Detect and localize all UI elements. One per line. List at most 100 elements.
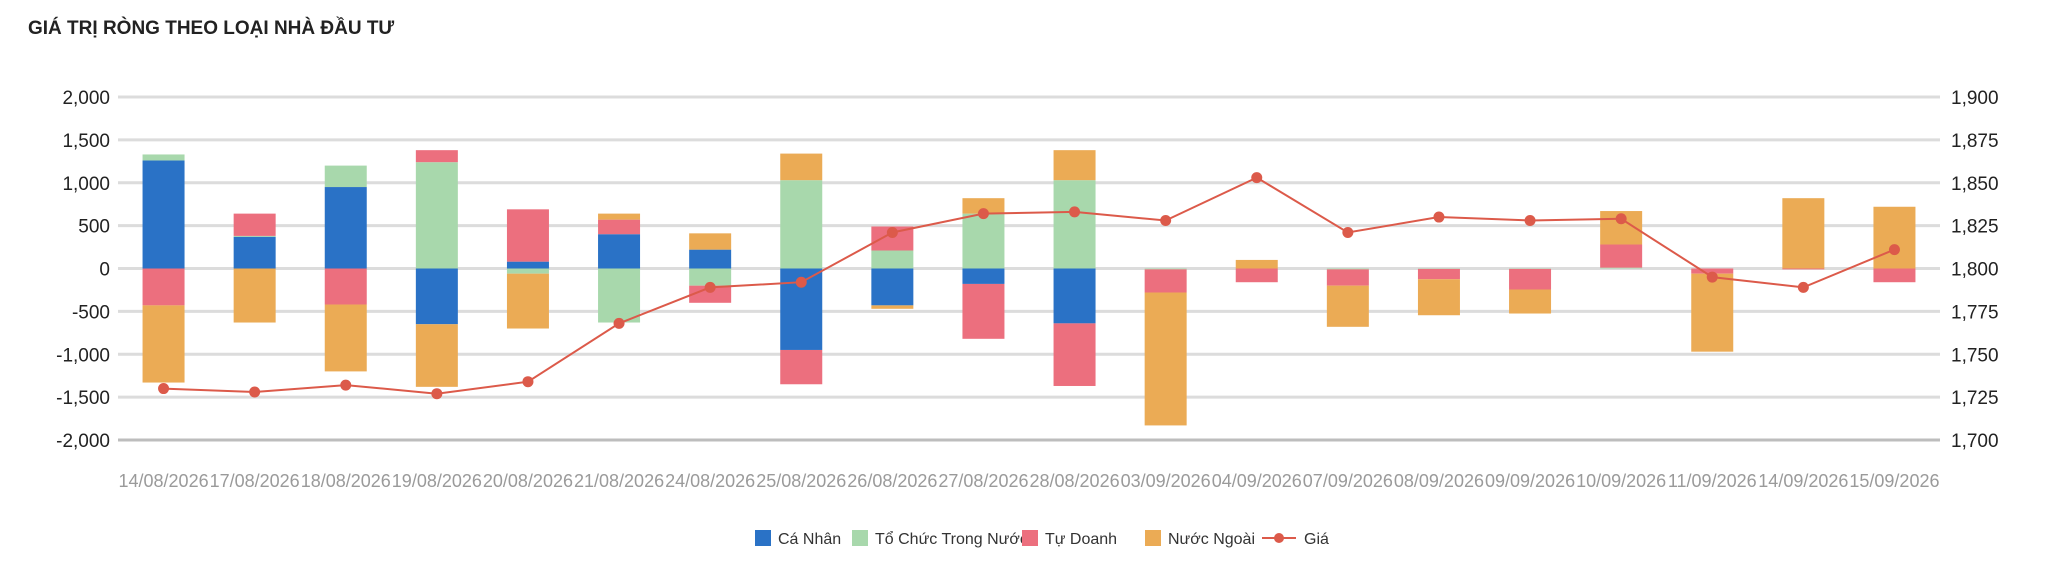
y-left-tick-label: -2,000 <box>56 431 110 452</box>
x-tick-label: 14/08/2026 <box>119 471 209 491</box>
bar-segment <box>598 234 641 269</box>
bar-segment <box>1144 269 1187 293</box>
y-left-tick-label: -500 <box>72 302 110 323</box>
bar-segment <box>780 180 823 269</box>
bar-segment <box>1326 285 1369 327</box>
price-point <box>1706 271 1718 283</box>
bar-segment <box>598 268 641 323</box>
chart-title: GIÁ TRỊ RÒNG THEO LOẠI NHÀ ĐẦU TƯ <box>28 18 395 39</box>
bar-segment <box>142 154 185 161</box>
bar-segment <box>1053 150 1096 181</box>
bar-segment <box>1417 268 1460 280</box>
price-point <box>1251 172 1263 184</box>
bar-series <box>142 150 1916 426</box>
y-right-tick-label: 1,825 <box>1951 217 1999 238</box>
bar-segment <box>233 213 276 236</box>
y-right-tick-label: 1,900 <box>1951 88 1999 109</box>
x-axis: 14/08/2026 17/08/2026 18/08/2026 19/08/2026… <box>119 471 1940 491</box>
bar-segment <box>689 285 732 303</box>
legend-swatch <box>852 530 868 546</box>
bar-segment <box>506 273 549 329</box>
bar-segment <box>233 236 276 269</box>
x-tick-label: 03/09/2026 <box>1121 471 1211 491</box>
y-left-tick-label: -1,500 <box>56 388 110 409</box>
bar-segment <box>1782 198 1825 269</box>
bar-segment <box>871 268 914 306</box>
y-right-tick-label: 1,875 <box>1951 131 1999 152</box>
bar-segment <box>1053 180 1096 269</box>
bar-segment <box>1600 244 1643 268</box>
y-right-tick-label: 1,775 <box>1951 302 1999 323</box>
left-axis: -2,000 -1,500 -1,000 -500 0 500 1,000 1,500 2,00… <box>56 88 110 452</box>
bar-segment <box>1691 273 1734 352</box>
y-right-tick-label: 1,700 <box>1951 431 1999 452</box>
x-tick-label: 21/08/2026 <box>574 471 664 491</box>
y-right-tick-label: 1,750 <box>1951 345 1999 366</box>
bar-segment <box>962 198 1005 214</box>
bar-segment <box>415 150 458 163</box>
bar-segment <box>689 268 732 286</box>
price-point <box>1615 213 1627 225</box>
bar-segment <box>780 153 823 181</box>
price-point <box>431 388 443 400</box>
x-tick-label: 09/09/2026 <box>1485 471 1575 491</box>
price-point <box>249 386 261 398</box>
legend-swatch <box>1022 530 1038 546</box>
price-point <box>1888 244 1900 256</box>
bar-segment <box>415 324 458 387</box>
bar-segment <box>1873 268 1916 283</box>
bar-segment <box>689 233 732 250</box>
price-point <box>1524 214 1536 226</box>
bar-segment <box>598 219 641 235</box>
x-tick-label: 24/08/2026 <box>665 471 755 491</box>
x-tick-label: 19/08/2026 <box>392 471 482 491</box>
legend-label: Nước Ngoài <box>1168 531 1255 548</box>
bar-segment <box>324 187 367 269</box>
bar-segment <box>324 304 367 372</box>
bar-segment <box>598 213 641 220</box>
bar-segment <box>871 305 914 309</box>
price-point <box>704 281 716 293</box>
bar-segment <box>1782 268 1825 270</box>
price-point <box>977 208 989 220</box>
x-tick-label: 17/08/2026 <box>210 471 300 491</box>
price-line-series <box>158 172 1900 400</box>
bar-segment <box>233 235 276 237</box>
bar-segment <box>506 209 549 262</box>
x-tick-label: 04/09/2026 <box>1212 471 1302 491</box>
bar-segment <box>1053 268 1096 324</box>
bar-segment <box>324 165 367 188</box>
x-tick-label: 15/09/2026 <box>1849 471 1939 491</box>
bar-segment <box>1235 259 1278 269</box>
x-tick-label: 07/09/2026 <box>1303 471 1393 491</box>
legend-swatch <box>1145 530 1161 546</box>
x-tick-label: 28/08/2026 <box>1030 471 1120 491</box>
bar-segment <box>1691 268 1734 274</box>
bar-segment <box>871 250 914 269</box>
price-point <box>1069 206 1081 218</box>
bar-segment <box>1509 268 1552 290</box>
price-point <box>886 226 898 238</box>
x-tick-label: 08/09/2026 <box>1394 471 1484 491</box>
x-tick-label: 26/08/2026 <box>847 471 937 491</box>
price-line <box>163 176 1895 395</box>
y-left-tick-label: 2,000 <box>62 88 110 109</box>
x-tick-label: 10/09/2026 <box>1576 471 1666 491</box>
y-right-tick-label: 1,800 <box>1951 260 1999 281</box>
bar-segment <box>1326 269 1369 286</box>
x-tick-label: 18/08/2026 <box>301 471 391 491</box>
legend-label: Cá Nhân <box>778 531 841 548</box>
bar-segment <box>233 268 276 323</box>
bar-segment <box>1053 323 1096 386</box>
y-right-tick-label: 1,725 <box>1951 388 1999 409</box>
bar-segment <box>962 268 1005 284</box>
bar-segment <box>324 268 367 305</box>
right-axis: 1,700 1,725 1,750 1,775 1,800 1,825 1,850 1,875… <box>1951 88 1999 452</box>
price-point <box>522 376 534 388</box>
bar-segment <box>780 349 823 385</box>
bar-segment <box>1144 268 1187 270</box>
bar-segment <box>962 283 1005 339</box>
bar-segment <box>1417 279 1460 316</box>
bar-segment <box>142 268 185 306</box>
legend-swatch <box>755 530 771 546</box>
